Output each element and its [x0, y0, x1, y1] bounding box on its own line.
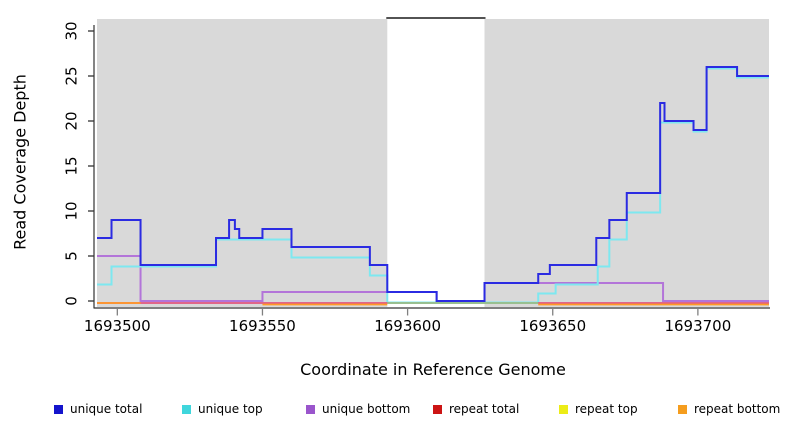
y-tick-label: 0 [63, 296, 81, 306]
x-tick-label: 1693600 [374, 317, 441, 335]
x-tick-label: 1693550 [229, 317, 296, 335]
y-tick-label: 10 [63, 201, 81, 220]
plot-shaded-region [97, 19, 388, 307]
legend-swatch [54, 404, 63, 414]
y-tick-label: 30 [63, 21, 81, 40]
legend: unique total unique top unique bottom repea… [0, 398, 792, 424]
y-tick-label: 25 [63, 66, 81, 85]
legend-item-repeat-top: repeat top [559, 402, 638, 416]
legend-label: unique total [70, 402, 143, 416]
legend-label: repeat top [575, 402, 638, 416]
legend-item-repeat-bottom: repeat bottom [678, 402, 780, 416]
plot-shaded-region [484, 19, 769, 307]
x-tick-label: 1693500 [84, 317, 151, 335]
x-tick-label: 1693700 [664, 317, 731, 335]
legend-label: unique bottom [322, 402, 411, 416]
legend-item-unique-total: unique total [54, 402, 142, 416]
y-tick-label: 5 [63, 251, 81, 261]
x-tick-label: 1693650 [519, 317, 586, 335]
y-axis-title: Read Coverage Depth [10, 74, 30, 250]
legend-item-repeat-total: repeat total [433, 402, 519, 416]
series-line-unique-top [97, 67, 769, 304]
y-tick-label: 15 [63, 156, 81, 175]
legend-swatch [306, 404, 315, 414]
series-line-unique-total [97, 66, 769, 302]
legend-item-unique-top: unique top [182, 402, 263, 416]
legend-swatch [182, 404, 191, 414]
legend-swatch [678, 404, 687, 414]
legend-swatch [559, 404, 568, 414]
legend-swatch [433, 404, 442, 414]
legend-label: repeat bottom [694, 402, 781, 416]
y-tick-label: 20 [63, 111, 81, 130]
legend-label: unique top [198, 402, 263, 416]
x-axis-title: Coordinate in Reference Genome [300, 360, 566, 379]
legend-label: repeat total [449, 402, 520, 416]
legend-item-unique-bottom: unique bottom [306, 402, 410, 416]
